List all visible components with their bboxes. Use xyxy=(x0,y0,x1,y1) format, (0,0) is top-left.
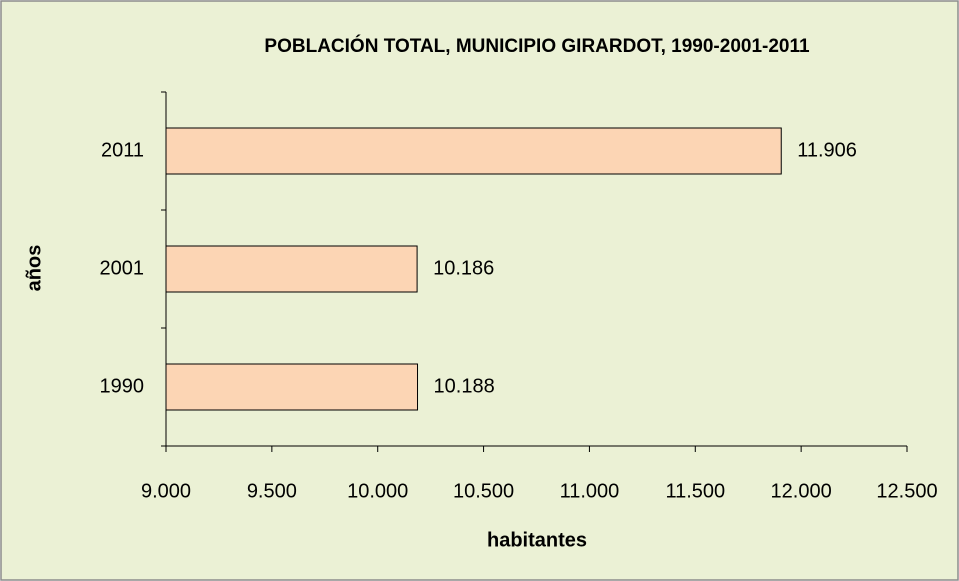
x-axis-title: habitantes xyxy=(487,529,587,551)
x-tick-label: 11.000 xyxy=(560,480,620,502)
x-tick-label: 11.500 xyxy=(665,480,725,502)
chart-title: POBLACIÓN TOTAL, MUNICIPIO GIRARDOT, 199… xyxy=(264,35,810,57)
bar xyxy=(165,363,419,411)
x-tick-label: 9.000 xyxy=(141,480,191,502)
y-tick-label: 1990 xyxy=(100,375,145,397)
y-axis-title: años xyxy=(23,245,45,292)
y-tick-label: 2011 xyxy=(101,139,144,161)
bar xyxy=(165,127,782,175)
x-tick-label: 9.500 xyxy=(247,480,297,502)
data-label: 11.906 xyxy=(797,139,857,161)
x-tick-label: 10.000 xyxy=(347,480,408,502)
bar xyxy=(165,245,418,293)
data-label: 10.186 xyxy=(433,257,494,279)
y-tick-label: 2001 xyxy=(100,257,145,279)
x-tick-label: 12.000 xyxy=(771,480,832,502)
x-tick-label: 12.500 xyxy=(876,480,937,502)
data-label: 10.188 xyxy=(434,375,495,397)
x-tick-label: 10.500 xyxy=(453,480,514,502)
